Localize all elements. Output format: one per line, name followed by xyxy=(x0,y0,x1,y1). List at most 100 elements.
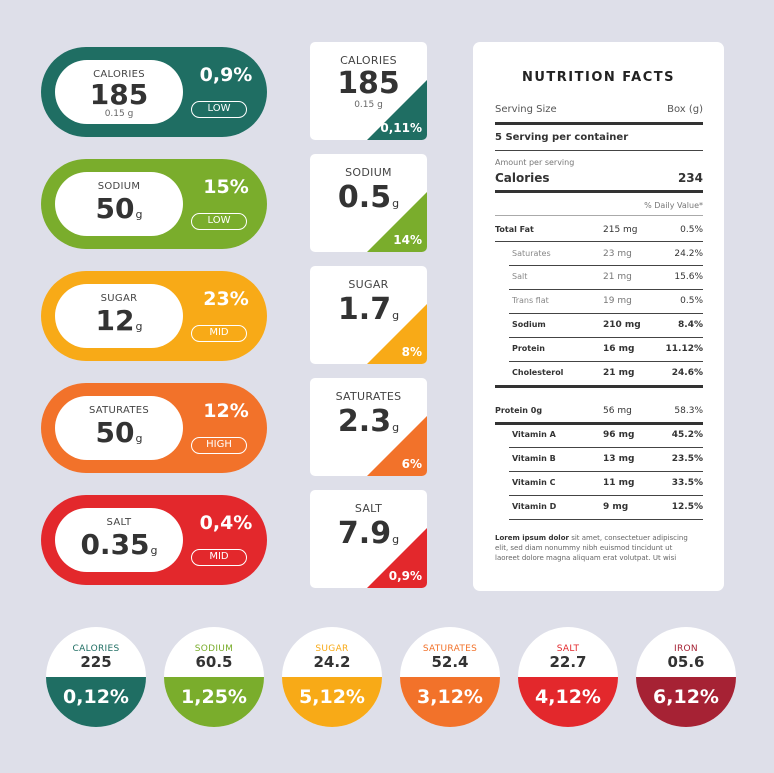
circle-percent: 4,12% xyxy=(518,677,618,727)
pill-percent: 0,9% xyxy=(199,64,253,86)
nutrient-percent: 23.5% xyxy=(671,454,703,464)
pill-percent: 0,4% xyxy=(199,512,253,534)
square-unit: g xyxy=(392,533,400,546)
circle-percent: 6,12% xyxy=(636,677,736,727)
square-salt: SALT 7.9g 0,9% xyxy=(310,490,427,588)
nutrient-name: Sodium xyxy=(512,320,546,329)
calories-value: 234 xyxy=(677,171,703,185)
nutrient-amount: 21 mg xyxy=(603,368,635,378)
divider xyxy=(495,215,703,216)
square-value: 7.9 xyxy=(337,516,392,551)
nutrient-amount: 56 mg xyxy=(603,406,632,416)
footnote-line: sit amet, consectetuer adipiscing xyxy=(568,534,688,542)
pill-sub: 0.15 g xyxy=(104,109,134,119)
pill-percent: 15% xyxy=(203,176,249,198)
divider xyxy=(495,385,703,388)
footnote-bold: Lorem ipsum dolor xyxy=(495,534,569,542)
square-label: SODIUM xyxy=(345,166,392,179)
corner-triangle xyxy=(367,304,427,364)
square-label: SUGAR xyxy=(348,278,389,291)
footnote: Lorem ipsum dolor sit amet, consectetuer… xyxy=(495,533,703,563)
circle-value: 225 xyxy=(80,653,112,671)
panel-title: NUTRITION FACTS xyxy=(521,70,676,85)
square-percent: 6% xyxy=(401,457,422,471)
nutrient-amount: 23 mg xyxy=(603,249,632,259)
circle-label: SUGAR xyxy=(315,644,349,654)
nutrient-amount: 11 mg xyxy=(603,478,635,488)
pill-value-box: SODIUM 50g xyxy=(55,172,183,236)
corner-triangle xyxy=(367,416,427,476)
divider xyxy=(495,122,703,125)
nutrient-name: Protein xyxy=(512,344,545,353)
pill-label: SALT xyxy=(106,517,132,528)
nutrient-name: Cholesterol xyxy=(512,368,564,377)
circle-iron: IRON 05.6 6,12% xyxy=(636,627,736,727)
divider xyxy=(509,447,703,448)
circle-label: CALORIES xyxy=(72,644,120,654)
nutrient-name: Total Fat xyxy=(495,225,534,234)
pill-sugar: SUGAR 12g 23% MID xyxy=(41,271,267,361)
divider xyxy=(495,241,703,242)
divider xyxy=(495,422,703,425)
corner-triangle xyxy=(367,192,427,252)
square-value: 185 xyxy=(337,66,400,101)
divider xyxy=(509,313,703,314)
square-percent: 8% xyxy=(401,345,422,359)
circle-saturates: SATURATES 52.4 3,12% xyxy=(400,627,500,727)
nutrient-amount: 19 mg xyxy=(603,296,632,306)
pill-unit: g xyxy=(135,320,143,333)
calories-row: Calories 234 xyxy=(495,171,703,185)
square-value: 0.5 xyxy=(337,180,392,215)
pill-value: 12 xyxy=(95,304,135,337)
square-percent: 0,9% xyxy=(388,569,422,583)
amount-per-serving: Amount per serving xyxy=(495,158,575,167)
square-label: CALORIES xyxy=(340,54,397,67)
nutrient-name: Vitamin C xyxy=(512,478,556,487)
circle-label: IRON xyxy=(674,644,698,654)
square-sugar: SUGAR 1.7g 8% xyxy=(310,266,427,364)
square-label: SALT xyxy=(354,502,383,515)
nutrient-amount: 9 mg xyxy=(603,502,629,512)
pill-value: 0.35 xyxy=(80,528,150,561)
circle-value: 05.6 xyxy=(667,653,705,671)
nutrient-name: Vitamin A xyxy=(512,430,556,439)
circle-percent: 3,12% xyxy=(400,677,500,727)
nutrient-name: Protein 0g xyxy=(495,406,543,415)
servings-per-container: 5 Serving per container xyxy=(495,132,629,143)
circle-percent: 5,12% xyxy=(282,677,382,727)
square-sodium: SODIUM 0.5g 14% xyxy=(310,154,427,252)
pill-value: 50 xyxy=(95,416,135,449)
divider xyxy=(509,519,703,520)
serving-size-row: Serving Size Box (g) xyxy=(495,104,703,115)
nutrient-percent: 24.6% xyxy=(671,368,703,378)
divider xyxy=(509,471,703,472)
nutrient-percent: 45.2% xyxy=(671,430,703,440)
circle-percent: 1,25% xyxy=(164,677,264,727)
nutrient-amount: 16 mg xyxy=(603,344,635,354)
square-sub: 0.15 g xyxy=(354,100,383,110)
nutrient-name: Salt xyxy=(512,272,528,281)
nutrient-amount: 21 mg xyxy=(603,272,632,282)
square-value: 2.3 xyxy=(337,404,392,439)
nutrient-percent: 11.12% xyxy=(665,344,704,354)
nutrient-percent: 24.2% xyxy=(674,249,703,259)
serving-size-label: Serving Size xyxy=(495,104,557,115)
corner-triangle xyxy=(367,528,427,588)
circle-sodium: SODIUM 60.5 1,25% xyxy=(164,627,264,727)
square-unit: g xyxy=(392,197,400,210)
footnote-line: elit, sed diam nonummy nibh euismod tinc… xyxy=(495,544,673,552)
nutrient-percent: 58.3% xyxy=(674,406,703,416)
pill-saturates: SATURATES 50g 12% HIGH xyxy=(41,383,267,473)
circle-label: SATURATES xyxy=(422,644,478,654)
pill-unit: g xyxy=(135,208,143,221)
nutrient-name: Saturates xyxy=(512,249,551,258)
pill-level-badge: LOW xyxy=(191,213,247,230)
pill-value: 185 xyxy=(89,78,149,111)
calories-label: Calories xyxy=(495,171,550,185)
nutrition-facts-panel: NUTRITION FACTS Serving Size Box (g) 5 S… xyxy=(473,42,724,591)
pill-label: CALORIES xyxy=(93,69,145,80)
serving-size-value: Box (g) xyxy=(667,104,703,115)
circle-value: 60.5 xyxy=(195,653,233,671)
pill-label: SODIUM xyxy=(97,181,141,192)
pill-level-badge: MID xyxy=(191,325,247,342)
